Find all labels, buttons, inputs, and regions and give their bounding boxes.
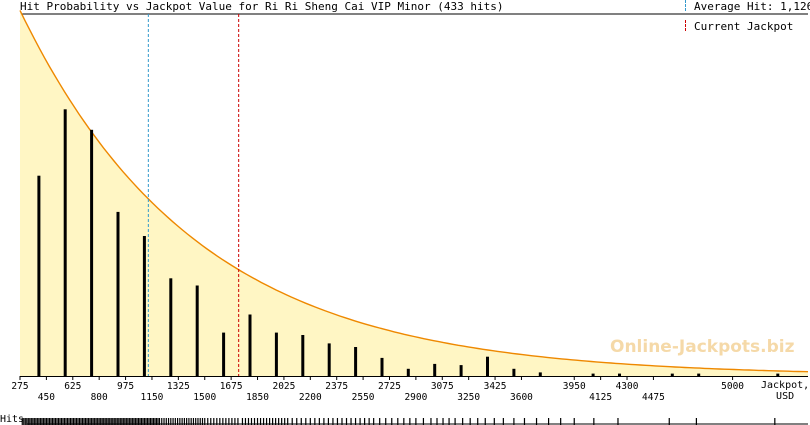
histogram-bar: [670, 373, 674, 376]
histogram-bar: [301, 335, 305, 376]
histogram-bar: [538, 372, 542, 376]
current-jackpot-line-swatch: [685, 20, 686, 31]
histogram-bar: [169, 278, 173, 376]
probability-curve-area: [20, 10, 808, 377]
hits-rug-label: Hits: [0, 414, 25, 425]
x-axis-label: Jackpot, USD: [761, 380, 810, 402]
legend-average-label: Average Hit: 1,126: [694, 0, 810, 13]
x-tick-label: 2550: [352, 392, 375, 403]
x-tick-label: 1325: [167, 381, 190, 392]
legend-average-hit: Average Hit: 1,126: [685, 0, 810, 14]
x-tick-label: 2900: [404, 392, 427, 403]
histogram-bar: [90, 129, 94, 376]
x-tick-label: 2200: [299, 392, 322, 403]
x-tick-label: 450: [38, 392, 55, 403]
legend-current-label: Current Jackpot: [694, 20, 794, 33]
legend-current-jackpot: Current Jackpot: [685, 20, 793, 34]
x-tick-label: 1675: [220, 381, 243, 392]
histogram-bar: [354, 347, 358, 376]
x-tick-label: 3425: [484, 381, 507, 392]
x-tick-label: 275: [11, 381, 28, 392]
histogram-bar: [591, 373, 595, 376]
histogram-bar: [327, 343, 331, 376]
x-tick-label: 625: [64, 381, 81, 392]
x-tick-label: 2725: [378, 381, 401, 392]
x-tick-label: 3250: [457, 392, 480, 403]
x-tick-label: 1150: [141, 392, 164, 403]
chart-title: Hit Probability vs Jackpot Value for Ri …: [20, 0, 504, 13]
x-tick-label: 800: [91, 392, 108, 403]
histogram-bar: [274, 332, 278, 376]
histogram-bar: [380, 357, 384, 376]
x-tick-label: 4300: [616, 381, 639, 392]
x-tick-label: 4475: [642, 392, 665, 403]
histogram-bar: [195, 285, 199, 376]
x-tick-label: 3950: [563, 381, 586, 392]
histogram-bar: [142, 236, 146, 376]
histogram-bar: [618, 373, 621, 376]
histogram-bar: [116, 211, 120, 376]
x-tick-label: 1500: [193, 392, 216, 403]
histogram-bar: [776, 373, 780, 376]
x-tick-label: 5000: [721, 381, 744, 392]
x-tick-label: 2375: [325, 381, 348, 392]
x-tick-label: 3600: [510, 392, 533, 403]
x-tick-label: 4125: [589, 392, 612, 403]
histogram-bar: [248, 314, 252, 376]
histogram-bar: [433, 363, 437, 376]
histogram-bar: [406, 368, 410, 376]
x-tick-label: 3075: [431, 381, 454, 392]
histogram-bar: [697, 373, 701, 376]
histogram-bar: [37, 175, 41, 376]
histogram-bar: [459, 365, 463, 376]
x-tick-label: 1850: [246, 392, 269, 403]
histogram-bar: [486, 356, 489, 376]
average-hit-line-swatch: [685, 0, 686, 11]
watermark-logo: Online-Jackpots.biz: [610, 337, 795, 357]
histogram-bar: [222, 332, 226, 376]
probability-curve-line: [19, 10, 809, 373]
x-tick-label: 975: [117, 381, 134, 392]
x-tick-label: 2025: [272, 381, 295, 392]
histogram-bar: [512, 368, 516, 376]
histogram-bar: [63, 109, 67, 377]
